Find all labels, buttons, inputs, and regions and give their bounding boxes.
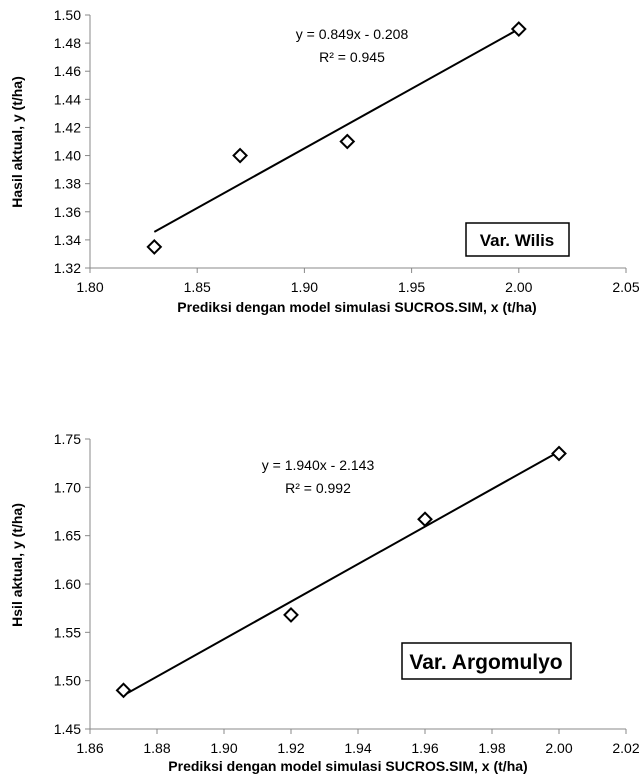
chart-argomulyo-data-point bbox=[115, 682, 132, 699]
chart-argomulyo-x-tick-label: 1.92 bbox=[277, 740, 304, 756]
chart-argomulyo-x-tick-label: 1.98 bbox=[478, 740, 505, 756]
chart-wilis-y-axis-label: Hasil aktual, y (t/ha) bbox=[9, 76, 25, 207]
chart-argomulyo-y-tick-label: 1.75 bbox=[54, 431, 81, 447]
chart-wilis-variety-box bbox=[465, 222, 570, 257]
chart-argomulyo-y-tick-label: 1.60 bbox=[54, 576, 81, 592]
chart-argomulyo-x-tick-label: 2.02 bbox=[612, 740, 639, 756]
chart-wilis-data-point bbox=[339, 133, 356, 150]
chart-wilis-y-tick-label: 1.32 bbox=[54, 260, 81, 276]
chart-argomulyo-ticks: 1.45 1.50 1.55 1.60 1.65 1.70 1.75 1.86 1.88 1.90… bbox=[54, 431, 640, 756]
chart-argomulyo-y-tick-label: 1.45 bbox=[54, 721, 81, 737]
chart-argomulyo-trendline bbox=[123, 450, 560, 697]
chart-argomulyo-axes bbox=[89, 439, 626, 730]
chart-argomulyo-x-tick-label: 1.94 bbox=[344, 740, 371, 756]
chart-wilis-y-tick-label: 1.36 bbox=[54, 204, 81, 220]
chart-argomulyo-variety-label: Var. Argomulyo bbox=[409, 651, 562, 674]
chart-wilis-trendline bbox=[153, 28, 520, 233]
chart-wilis-y-tick-label: 1.50 bbox=[54, 7, 81, 23]
chart-argomulyo-data-point bbox=[283, 607, 299, 623]
chart-wilis-y-tick-label: 1.40 bbox=[54, 148, 81, 164]
chart-argomulyo-y-tick-label: 1.65 bbox=[54, 528, 81, 544]
chart-wilis-equation: y = 0.849x - 0.208 bbox=[296, 26, 409, 42]
chart-wilis-y-tick-label: 1.44 bbox=[54, 91, 81, 107]
chart-argomulyo: 1.45 1.50 1.55 1.60 1.65 1.70 1.75 1.86 1.88 1.90… bbox=[9, 431, 640, 774]
chart-argomulyo-data-point bbox=[417, 511, 433, 528]
chart-wilis-y-tick-label: 1.34 bbox=[54, 232, 81, 248]
chart-wilis-x-tick-label: 2.05 bbox=[612, 279, 639, 295]
chart-argomulyo-x-tick-label: 1.86 bbox=[76, 740, 103, 756]
chart-wilis: 1.32 1.34 1.36 1.38 1.40 1.42 1.44 1.46 1.48 1.50… bbox=[9, 7, 640, 315]
chart-wilis-data-point bbox=[232, 147, 248, 164]
chart-wilis-marks bbox=[146, 21, 527, 255]
chart-wilis-x-tick-label: 1.90 bbox=[291, 279, 318, 295]
chart-wilis-y-tick-label: 1.46 bbox=[54, 63, 81, 79]
chart-wilis-data-point bbox=[146, 239, 163, 255]
chart-wilis-x-tick-label: 1.85 bbox=[184, 279, 211, 295]
chart-wilis-x-tick-label: 2.00 bbox=[505, 279, 532, 295]
chart-argomulyo-variety-box bbox=[401, 642, 572, 680]
chart-argomulyo-y-tick-label: 1.50 bbox=[54, 673, 81, 689]
chart-wilis-ticks: 1.32 1.34 1.36 1.38 1.40 1.42 1.44 1.46 1.48 1.50… bbox=[54, 7, 640, 295]
chart-argomulyo-x-tick-label: 1.88 bbox=[143, 740, 170, 756]
chart-wilis-variety-label: Var. Wilis bbox=[480, 231, 555, 250]
chart-argomulyo-y-tick-label: 1.70 bbox=[54, 479, 81, 495]
chart-wilis-x-tick-label: 1.95 bbox=[398, 279, 425, 295]
chart-argomulyo-x-axis-label: Prediksi dengan model simulasi SUCROS.SI… bbox=[168, 758, 527, 774]
chart-argomulyo-y-axis-label: Hsil aktual, y (t/ha) bbox=[9, 503, 25, 627]
chart-argomulyo-r2: R² = 0.992 bbox=[285, 480, 351, 496]
chart-argomulyo-equation: y = 1.940x - 2.143 bbox=[262, 457, 375, 473]
chart-argomulyo-data-point bbox=[551, 445, 567, 462]
chart-wilis-y-tick-label: 1.38 bbox=[54, 176, 81, 192]
chart-argomulyo-x-tick-label: 1.90 bbox=[210, 740, 237, 756]
chart-wilis-y-tick-label: 1.42 bbox=[54, 119, 81, 135]
chart-wilis-r2: R² = 0.945 bbox=[319, 49, 385, 65]
chart-wilis-x-tick-label: 1.80 bbox=[76, 279, 103, 295]
chart-argomulyo-x-tick-label: 1.96 bbox=[411, 740, 438, 756]
chart-wilis-y-tick-label: 1.48 bbox=[54, 35, 81, 51]
chart-argomulyo-marks bbox=[115, 445, 567, 699]
chart-wilis-data-point bbox=[510, 21, 527, 37]
chart-argomulyo-x-tick-label: 2.00 bbox=[545, 740, 572, 756]
chart-wilis-axes bbox=[89, 15, 626, 269]
chart-wilis-x-axis-label: Prediksi dengan model simulasi SUCROS.SI… bbox=[177, 299, 536, 315]
chart-argomulyo-y-tick-label: 1.55 bbox=[54, 624, 81, 640]
